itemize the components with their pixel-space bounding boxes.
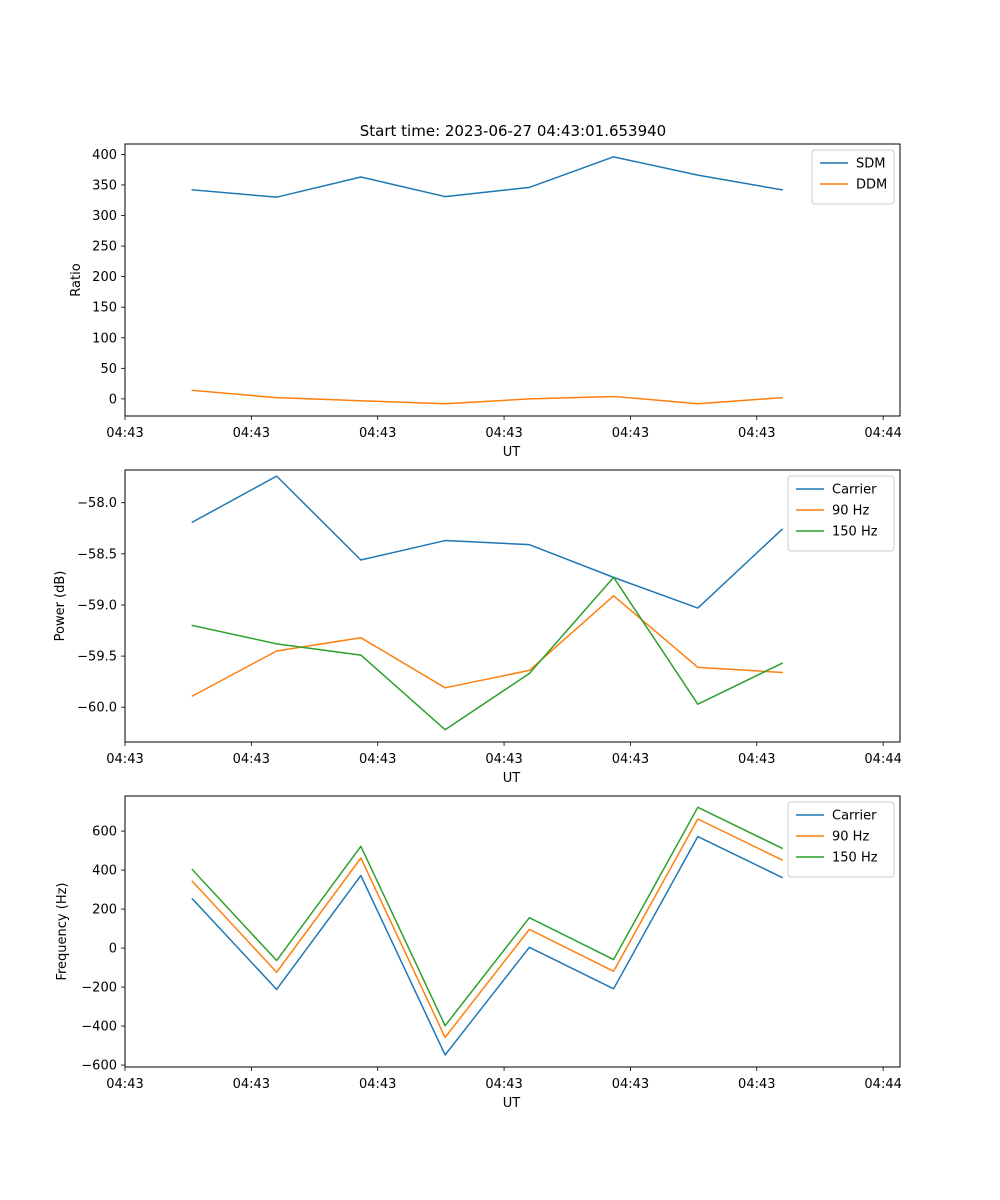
y-tick-label: −59.0 [77, 598, 117, 613]
x-tick-label: 04:43 [485, 752, 522, 767]
x-tick-label: 04:43 [106, 752, 143, 767]
y-tick-label: −58.5 [77, 547, 117, 562]
y-tick-label: 50 [100, 362, 117, 377]
x-axis-label: UT [503, 771, 521, 786]
y-tick-label: 350 [92, 178, 117, 193]
legend-label: Carrier [832, 483, 877, 498]
legend-label: 90 Hz [832, 830, 869, 845]
legend-label: 90 Hz [832, 504, 869, 519]
x-tick-label: 04:43 [359, 1077, 396, 1092]
x-tick-label: 04:43 [485, 426, 522, 441]
x-axis-label: UT [503, 445, 521, 460]
legend-box [787, 475, 895, 552]
legend-label: DDM [856, 178, 887, 193]
series-line-ddm [191, 389, 783, 405]
y-axis-label: Ratio [69, 263, 84, 296]
x-tick-label: 04:44 [864, 1077, 901, 1092]
legend: SDM DDM [811, 149, 895, 205]
y-tick-label: 400 [92, 864, 117, 879]
axes-frame [124, 143, 901, 417]
x-tick-label: 04:43 [233, 752, 270, 767]
axes-3: 04:43 04:43 04:43 04:43 04:43 04:43 04:44 −600 −… [55, 795, 902, 1111]
y-tick-label: −600 [81, 1059, 117, 1074]
series-line-150-hz [191, 806, 784, 1027]
legend-label: Carrier [832, 809, 877, 824]
y-tick-label: 0 [109, 392, 117, 407]
legend-label: 150 Hz [832, 525, 878, 540]
series-line-90-hz [191, 818, 784, 1039]
legend-label: 150 Hz [832, 851, 878, 866]
x-tick-label: 04:43 [738, 1077, 775, 1092]
x-tick-label: 04:43 [233, 426, 270, 441]
y-axis-label: Frequency (Hz) [55, 882, 70, 980]
x-tick-label: 04:43 [359, 426, 396, 441]
axes-frame [124, 795, 901, 1068]
x-tick-label: 04:43 [485, 1077, 522, 1092]
y-tick-label: −60.0 [77, 701, 117, 716]
legend: Carrier 90 Hz 150 Hz [787, 475, 895, 552]
x-tick-label: 04:43 [612, 426, 649, 441]
y-tick-label: 100 [92, 331, 117, 346]
legend: Carrier 90 Hz 150 Hz [787, 801, 895, 878]
series-line-90-hz [191, 595, 783, 697]
axes-2: 04:43 04:43 04:43 04:43 04:43 04:43 04:44 −60.0… [53, 469, 902, 786]
x-tick-label: 04:44 [864, 752, 901, 767]
x-tick-label: 04:43 [106, 1077, 143, 1092]
x-tick-label: 04:43 [612, 1077, 649, 1092]
y-tick-label: 600 [92, 825, 117, 840]
series-line-sdm [191, 156, 783, 198]
y-axis-label: Power (dB) [53, 571, 68, 642]
y-tick-label: −200 [81, 981, 117, 996]
series-line-carrier [191, 475, 784, 609]
x-tick-label: 04:43 [359, 752, 396, 767]
y-tick-label: 200 [92, 270, 117, 285]
series-line-carrier [191, 835, 784, 1056]
legend-label: SDM [856, 157, 885, 172]
y-tick-label: 0 [109, 942, 117, 957]
y-tick-label: −400 [81, 1020, 117, 1035]
y-tick-label: −58.0 [77, 496, 117, 511]
y-tick-label: 200 [92, 903, 117, 918]
y-tick-label: 150 [92, 301, 117, 316]
x-tick-label: 04:43 [233, 1077, 270, 1092]
y-tick-label: 250 [92, 240, 117, 255]
y-tick-label: 400 [92, 148, 117, 163]
legend-box [787, 801, 895, 878]
axes-frame [124, 469, 901, 743]
y-tick-label: −59.5 [77, 650, 117, 665]
axes-1: 04:43 04:43 04:43 04:43 04:43 04:43 04:44 0 50 10… [69, 143, 902, 460]
x-tick-label: 04:43 [738, 752, 775, 767]
y-tick-label: 300 [92, 209, 117, 224]
series-line-150-hz [191, 576, 784, 731]
x-tick-label: 04:43 [612, 752, 649, 767]
figure-title: Start time: 2023-06-27 04:43:01.653940 [360, 122, 666, 140]
x-tick-label: 04:44 [864, 426, 901, 441]
x-tick-label: 04:43 [738, 426, 775, 441]
x-tick-label: 04:43 [106, 426, 143, 441]
plots-container: 04:43 04:43 04:43 04:43 04:43 04:43 04:44 0 50 10… [53, 143, 902, 1111]
x-axis-label: UT [503, 1096, 521, 1111]
